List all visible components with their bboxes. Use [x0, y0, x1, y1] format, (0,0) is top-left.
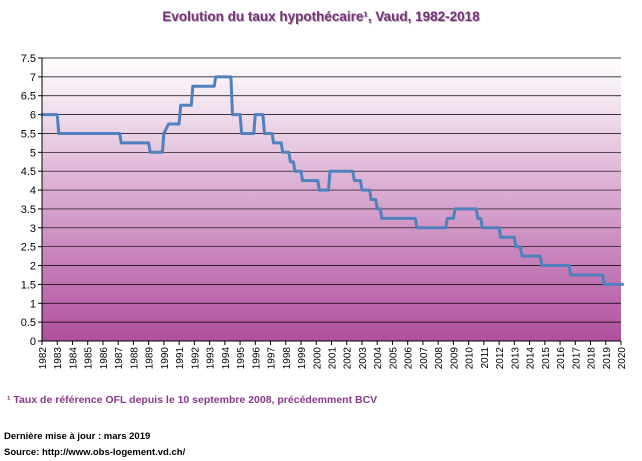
x-tick-label: 2011 — [480, 347, 491, 369]
x-tick-label: 1998 — [282, 347, 293, 370]
x-tick-label: 2000 — [312, 347, 323, 370]
x-tick-label: 1996 — [251, 347, 262, 370]
x-tick-label: 1987 — [114, 347, 125, 370]
y-tick-label: 6.5 — [21, 91, 36, 103]
x-tick-label: 1982 — [38, 347, 49, 370]
y-axis-ticks: 0 0.5 1 1.5 2 2.5 3 3.5 4 4.5 5 5.5 6 6.5 7 7.5 — [21, 53, 42, 348]
x-tick-label: 2014 — [526, 347, 537, 370]
x-tick-label: 1986 — [99, 347, 110, 370]
x-tick-label: 1995 — [236, 347, 247, 370]
y-tick-label: 1.5 — [21, 279, 36, 291]
x-tick-label: 1993 — [206, 347, 217, 370]
x-tick-label: 2009 — [449, 347, 460, 370]
x-tick-label: 1994 — [221, 347, 232, 370]
series-layer — [40, 75, 624, 286]
x-tick-label: 2002 — [343, 347, 354, 370]
x-tick-label: 2012 — [495, 347, 506, 370]
y-tick-label: 7 — [30, 72, 36, 84]
y-tick-label: 6 — [30, 110, 36, 122]
x-tick-label: 2015 — [541, 347, 552, 370]
y-tick-label: 4.5 — [21, 166, 36, 178]
x-tick-label: 2001 — [328, 347, 339, 370]
footnote: ¹ Taux de référence OFL depuis le 10 sep… — [7, 394, 378, 406]
x-tick-label: 2004 — [373, 347, 384, 370]
y-tick-label: 3.5 — [21, 204, 36, 216]
x-tick-label: 2018 — [587, 347, 598, 370]
x-tick-label: 1997 — [267, 347, 278, 370]
x-tick-label: 2007 — [419, 347, 430, 370]
y-tick-label: 4 — [30, 185, 36, 197]
y-tick-label: 5.5 — [21, 128, 36, 140]
y-tick-label: 2 — [30, 261, 36, 273]
x-tick-label: 1989 — [145, 347, 156, 370]
x-tick-label: 2010 — [465, 347, 476, 370]
x-tick-label: 1992 — [190, 347, 201, 370]
x-tick-label: 2013 — [510, 347, 521, 370]
x-tick-label: 1984 — [68, 347, 79, 370]
series-line — [40, 75, 624, 286]
x-tick-label: 2006 — [404, 347, 415, 370]
chart-title: Evolution du taux hypothécaire¹, Vaud, 1… — [162, 9, 480, 24]
y-tick-label: 0.5 — [21, 317, 36, 329]
y-tick-label: 1 — [30, 298, 36, 310]
y-tick-label: 2.5 — [21, 242, 36, 254]
x-tick-label: 2003 — [358, 347, 369, 370]
x-tick-label: 2017 — [571, 347, 582, 370]
x-axis-ticks: 1982 1983 1984 1985 1986 1987 1988 1989 1990 1991… — [38, 341, 628, 369]
plot-area — [42, 58, 621, 341]
y-tick-label: 7.5 — [21, 53, 36, 65]
x-tick-label: 1985 — [84, 347, 95, 370]
x-tick-label: 2005 — [388, 347, 399, 370]
x-tick-label: 2019 — [602, 347, 613, 370]
x-tick-label: 1991 — [175, 347, 186, 370]
axes — [41, 58, 621, 342]
x-tick-label: 2008 — [434, 347, 445, 370]
source: Source: http://www.obs-logement.vd.ch/ — [4, 447, 186, 458]
last-update: Dernière mise à jour : mars 2019 — [4, 431, 151, 442]
x-tick-label: 1983 — [53, 347, 64, 370]
y-tick-label: 5 — [30, 147, 36, 159]
x-tick-label: 1990 — [160, 347, 171, 370]
x-tick-label: 1988 — [129, 347, 140, 370]
x-tick-label: 1999 — [297, 347, 308, 370]
y-tick-label: 0 — [30, 336, 36, 348]
x-tick-label: 2016 — [556, 347, 567, 370]
y-tick-label: 3 — [30, 223, 36, 235]
x-tick-label: 2020 — [617, 347, 628, 370]
